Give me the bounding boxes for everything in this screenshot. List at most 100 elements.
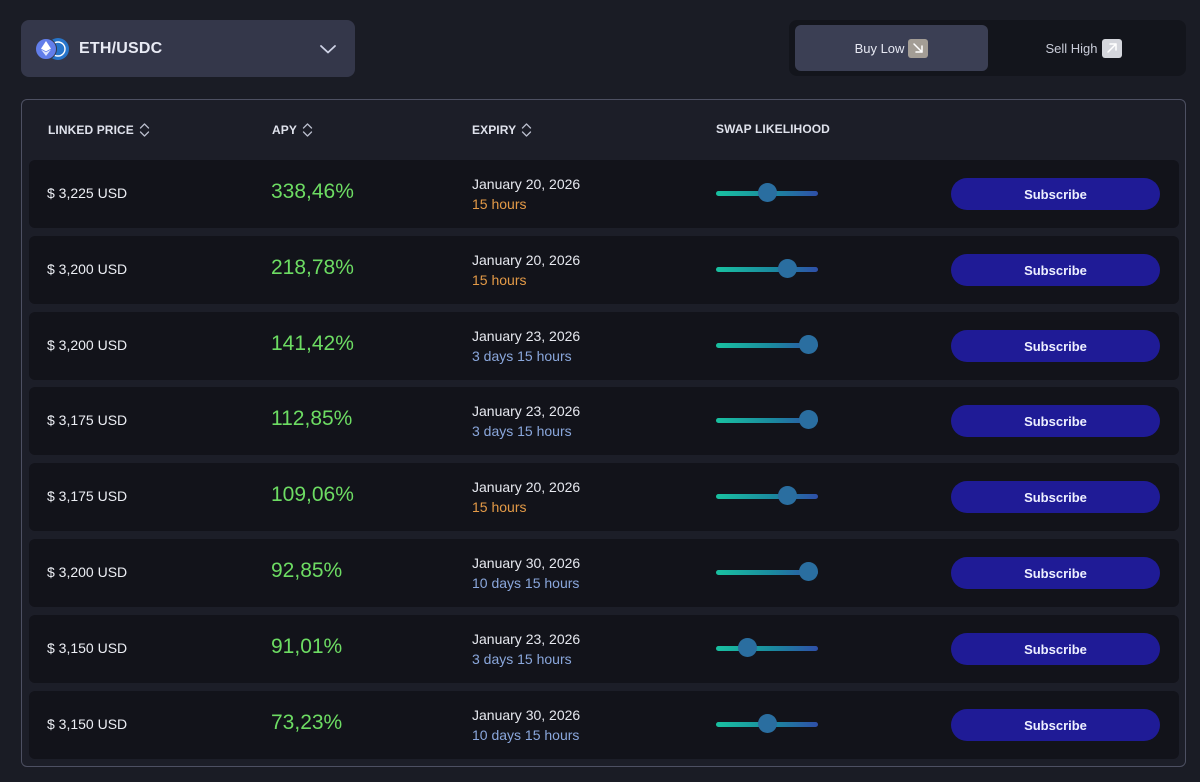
time-left: 3 days 15 hours (472, 348, 572, 364)
side-toggle: Buy Low Sell High (789, 20, 1186, 76)
subscribe-button[interactable]: Subscribe (951, 330, 1160, 362)
apy-value: 73,23% (271, 711, 343, 734)
subscribe-button[interactable]: Subscribe (951, 254, 1160, 286)
expiry: January 30, 2026 10 days 15 hours (472, 706, 580, 746)
expiry-date: January 30, 2026 (472, 555, 581, 571)
likelihood-knob (799, 562, 818, 581)
likelihood-knob (799, 335, 818, 354)
sort-icon[interactable] (302, 122, 313, 138)
time-left: 3 days 15 hours (472, 651, 572, 667)
eth-icon (35, 37, 57, 60)
linked-price: $ 3,225 USD (47, 185, 128, 201)
time-left: 10 days 15 hours (472, 727, 580, 743)
subscribe-button[interactable]: Subscribe (951, 405, 1160, 437)
table-header: LINKED PRICE APY EXPIRY (22, 100, 1185, 160)
swap-likelihood-indicator (716, 182, 820, 204)
header-expiry-label: EXPIRY (472, 123, 517, 137)
chevron-down-icon[interactable] (319, 40, 337, 58)
time-left: 15 hours (472, 499, 527, 515)
buy-low-tab[interactable]: Buy Low (795, 25, 988, 71)
linked-price: $ 3,200 USD (47, 337, 128, 353)
linked-price: $ 3,150 USD (47, 716, 128, 732)
table-row: $ 3,175 USD 109,06% January 20, 2026 15 … (29, 463, 1179, 531)
header-linked-price-label: LINKED PRICE (48, 123, 134, 137)
subscribe-button[interactable]: Subscribe (951, 633, 1160, 665)
products-table: LINKED PRICE APY EXPIRY (21, 99, 1186, 767)
expiry: January 20, 2026 15 hours (472, 175, 580, 215)
time-left: 15 hours (472, 272, 527, 288)
linked-price: $ 3,175 USD (47, 412, 128, 428)
table-row: $ 3,200 USD 92,85% January 30, 2026 10 d… (29, 539, 1179, 607)
likelihood-track (716, 343, 818, 348)
subscribe-button[interactable]: Subscribe (951, 481, 1160, 513)
likelihood-track (716, 418, 818, 423)
time-left: 15 hours (472, 196, 527, 212)
swap-likelihood-indicator (716, 713, 820, 735)
table-row: $ 3,150 USD 73,23% January 30, 2026 10 d… (29, 691, 1179, 759)
subscribe-button[interactable]: Subscribe (951, 709, 1160, 741)
expiry-date: January 20, 2026 (472, 176, 581, 192)
likelihood-track (716, 646, 818, 651)
apy-value: 91,01% (271, 635, 343, 658)
expiry-date: January 23, 2026 (472, 403, 581, 419)
apy-value: 92,85% (271, 559, 343, 582)
likelihood-knob (758, 183, 777, 202)
table-row: $ 3,200 USD 218,78% January 20, 2026 15 … (29, 236, 1179, 304)
pair-label: ETH/USDC (79, 39, 163, 57)
arrow-down-right-icon (908, 38, 929, 58)
expiry-date: January 23, 2026 (472, 631, 581, 647)
arrow-up-right-icon (1101, 38, 1122, 58)
linked-price: $ 3,200 USD (47, 564, 128, 580)
expiry: January 23, 2026 3 days 15 hours (472, 630, 580, 670)
swap-likelihood-indicator (716, 258, 820, 280)
time-left: 3 days 15 hours (472, 423, 572, 439)
swap-likelihood-indicator (716, 561, 820, 583)
table-row: $ 3,150 USD 91,01% January 23, 2026 3 da… (29, 615, 1179, 683)
expiry: January 20, 2026 15 hours (472, 251, 580, 291)
linked-price: $ 3,175 USD (47, 488, 128, 504)
subscribe-button[interactable]: Subscribe (951, 557, 1160, 589)
header-apy[interactable]: APY (272, 122, 313, 138)
expiry-date: January 23, 2026 (472, 328, 581, 344)
likelihood-track (716, 494, 818, 499)
header-apy-label: APY (272, 123, 297, 137)
likelihood-knob (738, 638, 757, 657)
expiry-date: January 30, 2026 (472, 707, 581, 723)
likelihood-knob (778, 259, 797, 278)
apy-value: 112,85% (271, 407, 353, 430)
subscribe-button[interactable]: Subscribe (951, 178, 1160, 210)
swap-likelihood-indicator (716, 409, 820, 431)
apy-value: 141,42% (271, 332, 354, 355)
likelihood-track (716, 570, 818, 575)
header-expiry[interactable]: EXPIRY (472, 122, 532, 138)
linked-price: $ 3,150 USD (47, 640, 128, 656)
sort-icon[interactable] (521, 122, 532, 138)
swap-likelihood-indicator (716, 334, 820, 356)
expiry: January 23, 2026 3 days 15 hours (472, 327, 580, 367)
expiry: January 23, 2026 3 days 15 hours (472, 402, 580, 442)
buy-low-label: Buy Low (854, 40, 905, 56)
header-swap-likelihood-label: SWAP LIKELIHOOD (716, 122, 830, 136)
time-left: 10 days 15 hours (472, 575, 580, 591)
swap-likelihood-indicator (716, 485, 820, 507)
likelihood-knob (758, 714, 777, 733)
sell-high-label: Sell High (1045, 40, 1098, 56)
table-row: $ 3,225 USD 338,46% January 20, 2026 15 … (29, 160, 1179, 228)
swap-likelihood-indicator (716, 637, 820, 659)
linked-price: $ 3,200 USD (47, 261, 128, 277)
expiry: January 30, 2026 10 days 15 hours (472, 554, 580, 594)
expiry: January 20, 2026 15 hours (472, 478, 580, 518)
sort-icon[interactable] (139, 122, 150, 138)
header-swap-likelihood: SWAP LIKELIHOOD (716, 122, 830, 136)
expiry-date: January 20, 2026 (472, 252, 581, 268)
apy-value: 338,46% (271, 180, 354, 203)
pair-icons (35, 37, 71, 60)
sell-high-tab[interactable]: Sell High (987, 25, 1180, 71)
likelihood-track (716, 267, 818, 272)
header-linked-price[interactable]: LINKED PRICE (48, 122, 150, 138)
pair-selector[interactable]: ETH/USDC (21, 20, 355, 77)
table-row: $ 3,200 USD 141,42% January 23, 2026 3 d… (29, 312, 1179, 380)
apy-value: 218,78% (271, 256, 354, 279)
table-row: $ 3,175 USD 112,85% January 23, 2026 3 d… (29, 387, 1179, 455)
